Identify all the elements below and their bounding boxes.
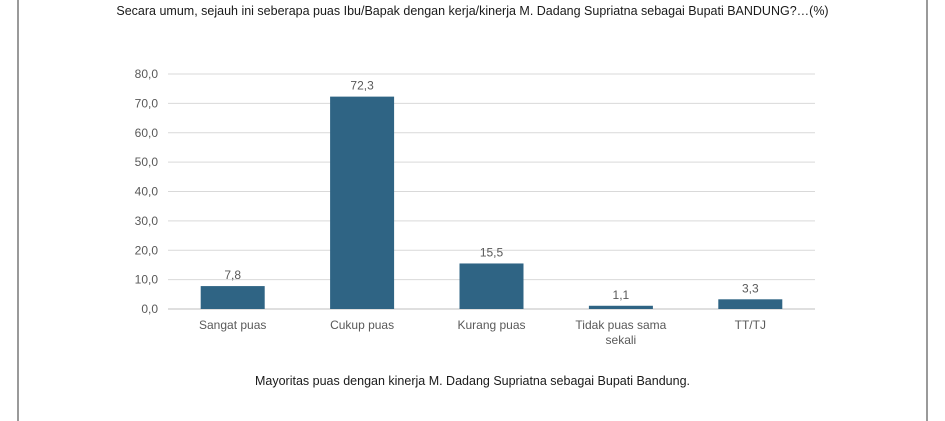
x-tick-label: Tidak puas sama (575, 318, 666, 332)
frame-right-border (926, 0, 928, 421)
x-tick-label: sekali (606, 333, 637, 347)
x-tick-label: TT/TJ (735, 318, 766, 332)
x-tick-label: Kurang puas (457, 318, 525, 332)
bar (718, 299, 783, 309)
y-tick-label: 30,0 (135, 214, 159, 228)
y-tick-label: 10,0 (135, 273, 159, 287)
data-label: 3,3 (742, 281, 759, 295)
data-label: 1,1 (613, 288, 630, 302)
y-tick-label: 60,0 (135, 126, 159, 140)
bar (588, 305, 653, 309)
chart-caption: Mayoritas puas dengan kinerja M. Dadang … (254, 374, 690, 388)
x-tick-label: Cukup puas (330, 318, 394, 332)
data-label: 15,5 (480, 245, 504, 259)
y-tick-label: 40,0 (135, 185, 159, 199)
data-label: 72,3 (350, 79, 374, 93)
bar (330, 96, 395, 310)
bar (459, 263, 524, 309)
y-tick-label: 50,0 (135, 155, 159, 169)
y-tick-label: 80,0 (135, 67, 159, 81)
y-tick-label: 0,0 (141, 302, 158, 316)
x-tick-label: Sangat puas (199, 318, 266, 332)
survey-question: Secara umum, sejauh ini seberapa puas Ib… (116, 4, 829, 18)
data-label: 7,8 (224, 268, 241, 282)
y-tick-label: 70,0 (135, 96, 159, 110)
frame-left-border (17, 0, 19, 421)
bar (200, 286, 265, 309)
y-tick-label: 20,0 (135, 243, 159, 257)
